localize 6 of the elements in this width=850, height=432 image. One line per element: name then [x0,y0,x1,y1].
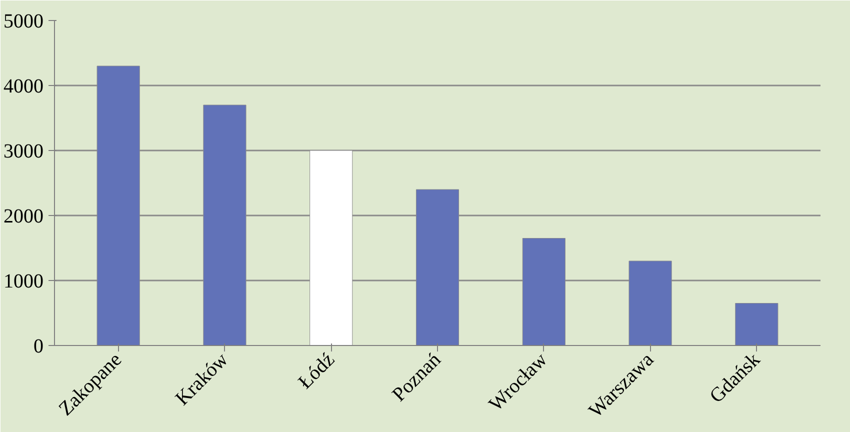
y-tick-label: 3000 [4,140,44,162]
y-tick-label: 0 [34,336,44,358]
y-tick-label: 4000 [4,76,44,98]
y-tick-label: 2000 [4,206,44,228]
y-tick-label: 1000 [4,270,44,292]
y-tick-label: 5000 [4,10,44,32]
